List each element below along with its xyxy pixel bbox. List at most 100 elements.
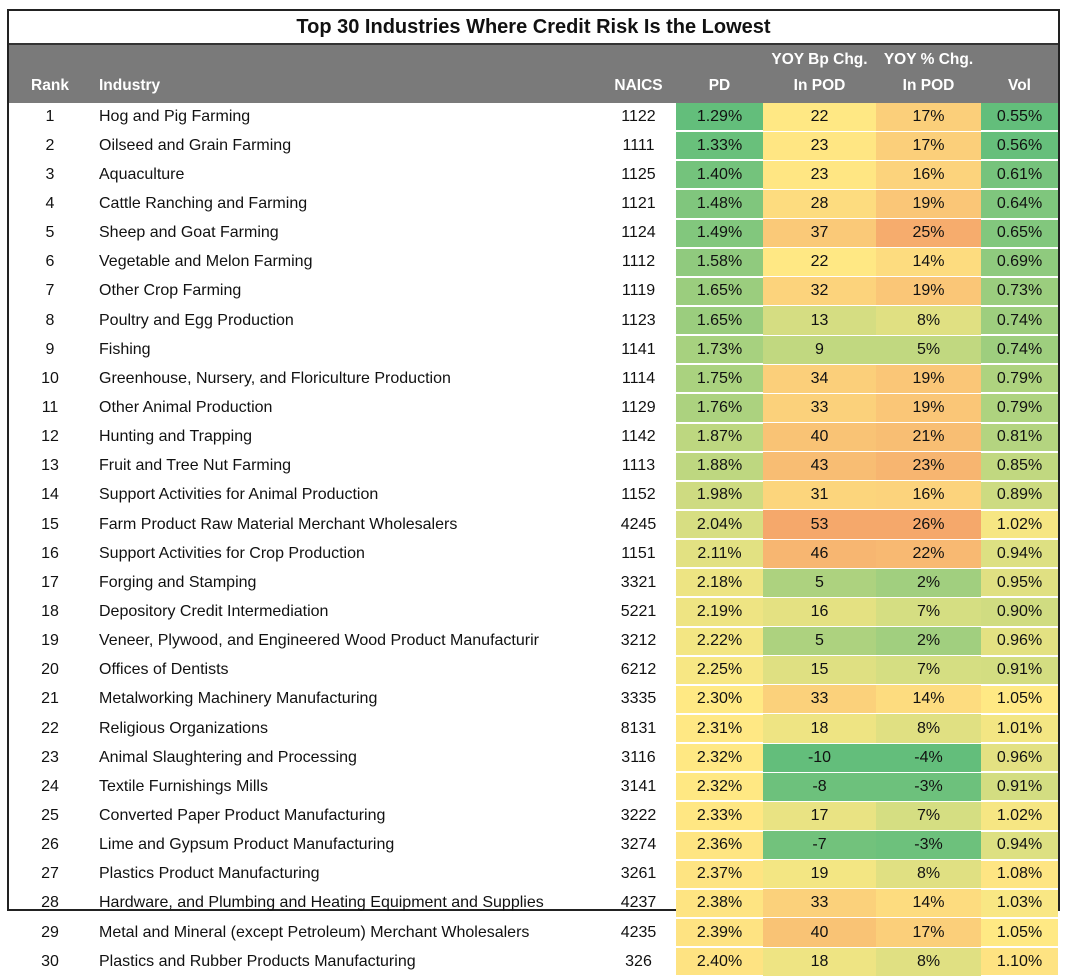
cell-pd: 1.65% bbox=[676, 276, 763, 307]
cell-yoy-pct: 22% bbox=[876, 539, 981, 569]
cell-yoy-bp: 40 bbox=[763, 917, 876, 948]
table-row: 28 Hardware, and Plumbing and Heating Equ… bbox=[9, 888, 1058, 919]
cell-industry: Textile Furnishings Mills bbox=[99, 777, 268, 795]
header-yoy-bp-line1: YOY Bp Chg. bbox=[771, 51, 868, 68]
cell-vol: 0.91% bbox=[981, 655, 1058, 686]
cell-vol: 1.05% bbox=[981, 684, 1058, 715]
table-row: 4 Cattle Ranching and Farming 1121 1.48% 28 1… bbox=[9, 189, 1058, 220]
cell-pd: 2.40% bbox=[676, 947, 763, 977]
cell-yoy-pct: 17% bbox=[876, 917, 981, 948]
cell-vol: 1.01% bbox=[981, 713, 1058, 745]
cell-yoy-pct: 7% bbox=[876, 801, 981, 831]
table-row: 25 Converted Paper Product Manufacturing 3… bbox=[9, 801, 1058, 832]
cell-yoy-pct: 8% bbox=[876, 713, 981, 744]
cell-naics: 3222 bbox=[620, 806, 657, 824]
cell-yoy-bp: 46 bbox=[763, 539, 876, 569]
cell-industry: Fishing bbox=[99, 340, 151, 358]
cell-naics: 1129 bbox=[621, 398, 656, 416]
table-row: 29 Metal and Mineral (except Petroleum) M… bbox=[9, 917, 1058, 949]
cell-yoy-bp: -10 bbox=[763, 743, 876, 773]
cell-pd: 2.32% bbox=[676, 772, 763, 803]
cell-naics: 1141 bbox=[621, 340, 656, 358]
table-row: 12 Hunting and Trapping 1142 1.87% 40 21% 0.81… bbox=[9, 422, 1058, 453]
cell-yoy-bp: 34 bbox=[763, 364, 876, 394]
table-row: 14 Support Activities for Animal Producti… bbox=[9, 480, 1058, 511]
table-row: 19 Veneer, Plywood, and Engineered Wood P… bbox=[9, 626, 1058, 657]
header-pd: PD bbox=[676, 45, 763, 103]
cell-yoy-pct: 16% bbox=[876, 480, 981, 510]
cell-vol: 0.73% bbox=[981, 276, 1058, 307]
cell-yoy-bp: 18 bbox=[763, 713, 876, 744]
cell-yoy-pct: 8% bbox=[876, 947, 981, 977]
table-body: 1 Hog and Pig Farming 1122 1.29% 22 17% 0.55% 2… bbox=[9, 103, 1058, 977]
table-title: Top 30 Industries Where Credit Risk Is t… bbox=[9, 11, 1058, 45]
cell-naics: 1125 bbox=[621, 165, 656, 183]
cell-yoy-bp: 33 bbox=[763, 888, 876, 918]
cell-vol: 0.69% bbox=[981, 247, 1058, 278]
cell-vol: 0.96% bbox=[981, 626, 1058, 657]
cell-industry: Lime and Gypsum Product Manufacturing bbox=[99, 836, 395, 854]
cell-pd: 2.32% bbox=[676, 743, 763, 774]
cell-yoy-pct: 7% bbox=[876, 655, 981, 685]
table-row: 1 Hog and Pig Farming 1122 1.29% 22 17% 0.55% bbox=[9, 103, 1058, 133]
cell-yoy-pct: 17% bbox=[876, 131, 981, 161]
cell-pd: 1.49% bbox=[676, 218, 763, 249]
cell-rank: 12 bbox=[41, 428, 59, 446]
header-yoy-bp: YOY Bp Chg. In POD bbox=[763, 45, 876, 103]
table-row: 3 Aquaculture 1125 1.40% 23 16% 0.61% bbox=[9, 160, 1058, 191]
cell-vol: 1.05% bbox=[981, 917, 1058, 949]
table-row: 26 Lime and Gypsum Product Manufacturing 3… bbox=[9, 830, 1058, 861]
cell-yoy-bp: -8 bbox=[763, 772, 876, 802]
cell-naics: 3274 bbox=[620, 836, 657, 854]
cell-naics: 1114 bbox=[621, 369, 656, 387]
cell-naics: 8131 bbox=[620, 719, 657, 737]
cell-vol: 0.90% bbox=[981, 597, 1058, 628]
cell-industry: Forging and Stamping bbox=[99, 573, 257, 591]
cell-yoy-pct: 19% bbox=[876, 276, 981, 306]
cell-pd: 2.39% bbox=[676, 917, 763, 949]
cell-industry: Support Activities for Animal Production bbox=[99, 486, 379, 504]
cell-yoy-bp: 5 bbox=[763, 568, 876, 598]
cell-vol: 0.96% bbox=[981, 743, 1058, 774]
table-row: 5 Sheep and Goat Farming 1124 1.49% 37 25% 0.6… bbox=[9, 218, 1058, 249]
cell-vol: 0.74% bbox=[981, 305, 1058, 337]
cell-rank: 24 bbox=[41, 777, 59, 795]
cell-pd: 2.19% bbox=[676, 597, 763, 628]
cell-pd: 2.33% bbox=[676, 801, 763, 832]
cell-industry: Offices of Dentists bbox=[99, 661, 229, 679]
cell-rank: 2 bbox=[45, 136, 55, 154]
header-yoy-bp-line2: In POD bbox=[793, 77, 846, 94]
cell-pd: 2.31% bbox=[676, 713, 763, 745]
table-row: 6 Vegetable and Melon Farming 1112 1.58% 22 1… bbox=[9, 247, 1058, 278]
cell-vol: 0.91% bbox=[981, 772, 1058, 803]
cell-yoy-bp: 16 bbox=[763, 597, 876, 627]
cell-vol: 0.95% bbox=[981, 568, 1058, 599]
cell-rank: 4 bbox=[45, 194, 55, 212]
cell-yoy-pct: 21% bbox=[876, 422, 981, 452]
cell-rank: 8 bbox=[45, 311, 55, 329]
cell-industry: Hog and Pig Farming bbox=[99, 108, 251, 126]
cell-rank: 15 bbox=[41, 515, 59, 533]
cell-naics: 1119 bbox=[621, 282, 656, 300]
header-vol: Vol bbox=[981, 45, 1058, 103]
cell-yoy-bp: 22 bbox=[763, 247, 876, 277]
cell-rank: 25 bbox=[41, 806, 59, 824]
cell-rank: 23 bbox=[41, 748, 59, 766]
cell-naics: 1151 bbox=[621, 544, 656, 562]
cell-naics: 3141 bbox=[620, 777, 657, 795]
cell-yoy-pct: 8% bbox=[876, 305, 981, 336]
cell-yoy-pct: 16% bbox=[876, 160, 981, 190]
cell-pd: 2.38% bbox=[676, 888, 763, 919]
cell-yoy-pct: 25% bbox=[876, 218, 981, 248]
cell-yoy-bp: -7 bbox=[763, 830, 876, 860]
header-yoy-pct-line1: YOY % Chg. bbox=[883, 51, 974, 68]
cell-industry: Oilseed and Grain Farming bbox=[99, 136, 292, 154]
cell-industry: Farm Product Raw Material Merchant Whole… bbox=[99, 515, 458, 533]
cell-rank: 18 bbox=[41, 602, 59, 620]
cell-rank: 5 bbox=[45, 224, 55, 242]
table-row: 18 Depository Credit Intermediation 5221 2.… bbox=[9, 597, 1058, 628]
cell-naics: 4235 bbox=[620, 923, 657, 941]
cell-yoy-bp: 13 bbox=[763, 305, 876, 336]
table-row: 13 Fruit and Tree Nut Farming 1113 1.88% 43 2… bbox=[9, 451, 1058, 482]
cell-industry: Vegetable and Melon Farming bbox=[99, 253, 313, 271]
